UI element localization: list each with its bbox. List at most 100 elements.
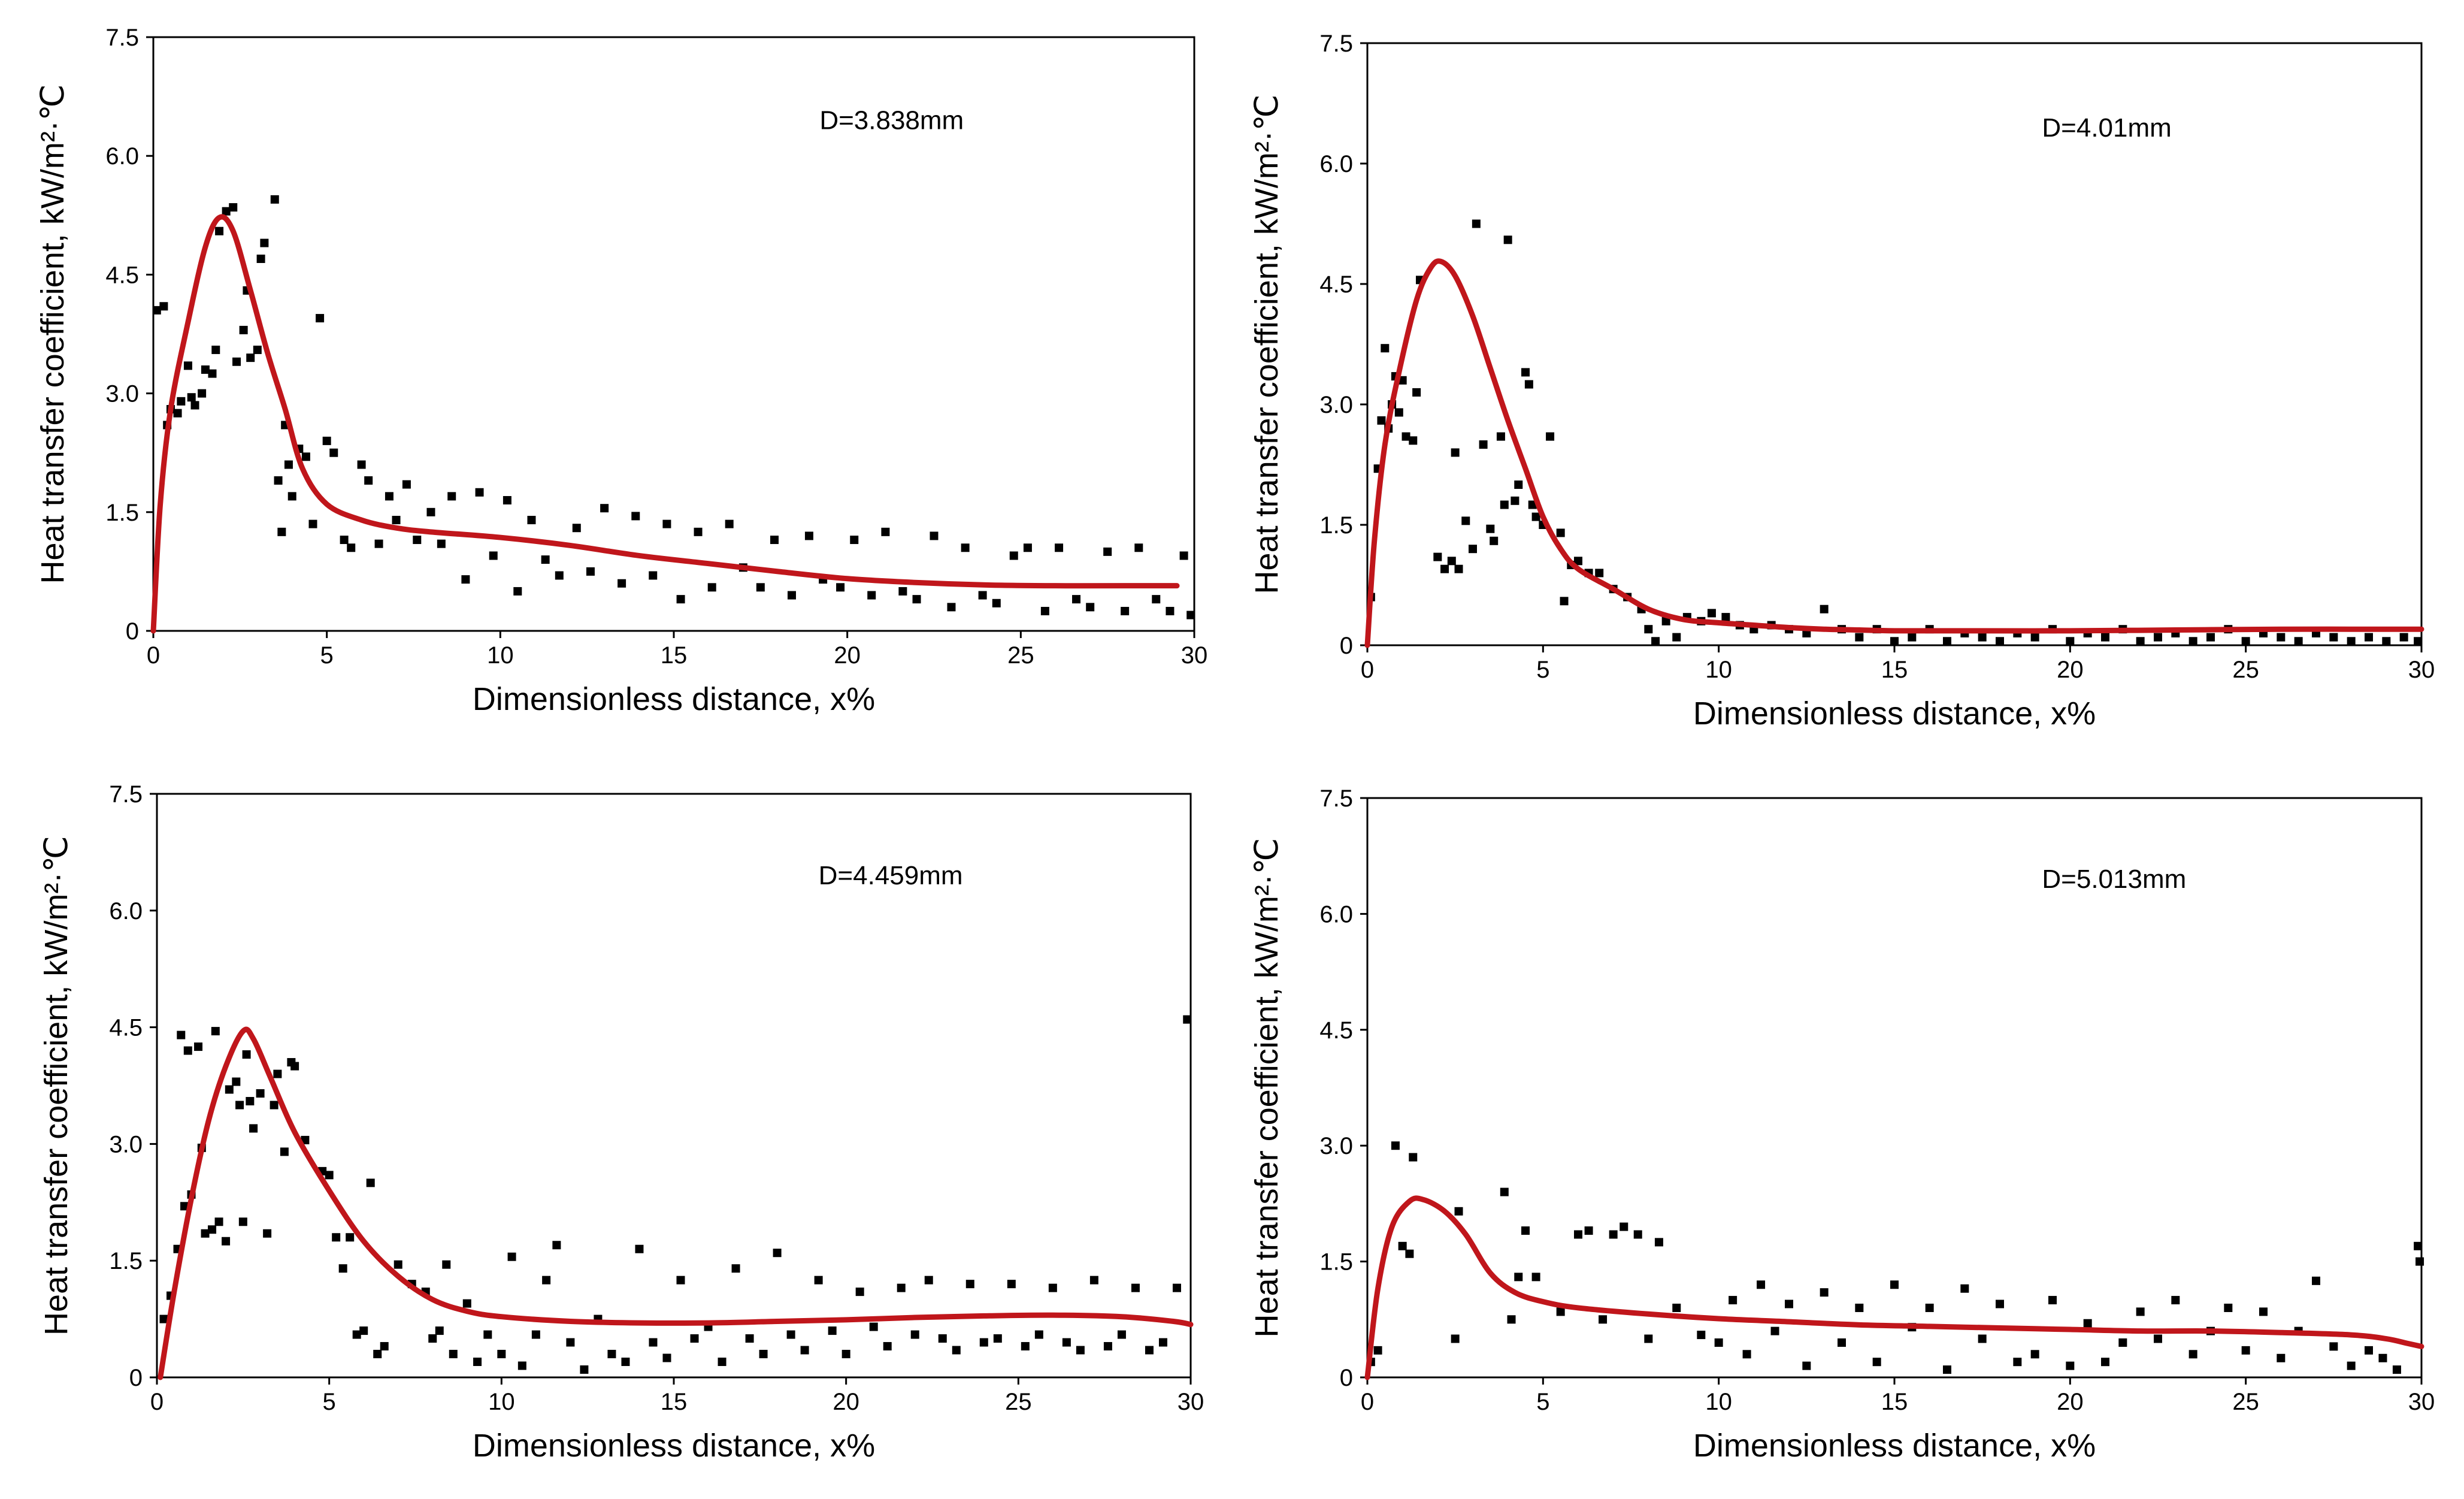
data-point [392, 516, 401, 525]
data-point [263, 1229, 272, 1238]
data-point [1409, 436, 1418, 445]
y-tick-label: 7.5 [109, 781, 143, 808]
data-point [773, 1249, 782, 1258]
y-tick-label: 4.5 [1319, 1017, 1353, 1044]
data-point [242, 1050, 251, 1059]
data-point [1620, 1222, 1628, 1231]
data-point [308, 519, 317, 528]
data-point [555, 571, 564, 580]
data-point [1960, 1284, 1969, 1293]
data-point [1584, 1226, 1593, 1235]
panel-bottom-right: 0 5 10 15 20 25 30 0 1.5 3.0 4.5 6.0 7.5 Dimensionles… [1249, 785, 2435, 1464]
data-point [246, 1096, 255, 1105]
data-point [2399, 633, 2408, 642]
data-point [340, 536, 349, 545]
data-point [287, 492, 296, 501]
fit-curve [150, 214, 1180, 634]
data-point [1721, 613, 1730, 622]
data-point [1785, 1299, 1793, 1308]
data-point [1179, 551, 1188, 560]
data-point [1546, 432, 1555, 441]
data-point [517, 1361, 526, 1370]
x-tick-label: 10 [488, 1389, 515, 1415]
data-point [1528, 500, 1537, 509]
data-point [2329, 633, 2338, 642]
data-point [2277, 633, 2286, 642]
diameter-annotation: D=4.01mm [2042, 113, 2171, 143]
data-point [1440, 564, 1449, 573]
data-point [2365, 633, 2373, 642]
data-point [1500, 500, 1509, 509]
data-point [836, 583, 845, 592]
data-point [173, 409, 182, 418]
x-tick-label: 30 [1177, 1389, 1204, 1415]
data-point [1531, 512, 1540, 521]
data-point [676, 595, 685, 604]
data-point [332, 1233, 341, 1242]
data-point [1820, 605, 1829, 613]
data-point [1381, 344, 1390, 353]
data-point [249, 1124, 258, 1133]
data-point [364, 476, 373, 485]
y-tick-label: 3.0 [105, 381, 139, 407]
data-point [277, 527, 286, 536]
data-point [898, 587, 907, 596]
data-point [1500, 1187, 1509, 1196]
data-point [229, 203, 238, 212]
x-tick-label: 15 [1881, 1389, 1908, 1415]
data-point [572, 524, 581, 533]
data-point [1451, 448, 1460, 457]
data-point [1742, 1350, 1751, 1359]
data-point [1062, 1338, 1071, 1347]
fit-curve [1364, 258, 2424, 648]
data-point [541, 555, 550, 564]
data-point [1890, 637, 1899, 646]
x-axis-title: Dimensionless distance, x% [473, 1428, 875, 1464]
x-tick-label: 25 [2232, 1389, 2259, 1415]
data-point [1055, 543, 1064, 552]
data-point [201, 365, 210, 374]
data-point [428, 1334, 437, 1343]
data-point [461, 575, 470, 584]
data-point [1401, 432, 1410, 441]
data-point [1472, 219, 1481, 228]
data-point [1454, 1207, 1463, 1216]
data-point [881, 527, 890, 536]
x-tick-label: 30 [2408, 1389, 2435, 1415]
data-point [1152, 595, 1161, 604]
x-tick-label: 20 [2057, 1389, 2084, 1415]
data-point [1757, 1280, 1766, 1289]
y-tick-label: 3.0 [1319, 1133, 1353, 1159]
data-point [756, 583, 765, 592]
measured-series [159, 1015, 1192, 1374]
data-point [1654, 1238, 1663, 1247]
data-point [1021, 1342, 1030, 1351]
data-point [952, 1346, 961, 1355]
data-point [177, 397, 186, 406]
y-tick-label: 0 [1340, 633, 1353, 659]
x-tick-label: 5 [323, 1389, 336, 1415]
data-point [707, 583, 716, 592]
data-point [2329, 1342, 2338, 1351]
data-point [194, 1042, 203, 1051]
data-point [2101, 633, 2109, 642]
data-point [1373, 1346, 1382, 1355]
data-point [1040, 606, 1049, 615]
data-point [1405, 1249, 1414, 1258]
data-point [1023, 543, 1032, 552]
data-point [1855, 1303, 1864, 1312]
measured-series [152, 195, 1195, 619]
y-axis-title: Heat transfer coefficient, kW/m²·℃ [1249, 95, 1285, 594]
data-point [635, 1244, 644, 1253]
data-point [1514, 1273, 1523, 1282]
data-point [274, 476, 283, 485]
data-point [2378, 1353, 2387, 1362]
data-point [366, 1178, 375, 1187]
data-point [1978, 633, 1987, 642]
fit-curve [158, 1026, 1194, 1380]
y-tick-label: 6.0 [109, 898, 143, 924]
data-point [2154, 1334, 2162, 1343]
data-point [475, 488, 484, 497]
